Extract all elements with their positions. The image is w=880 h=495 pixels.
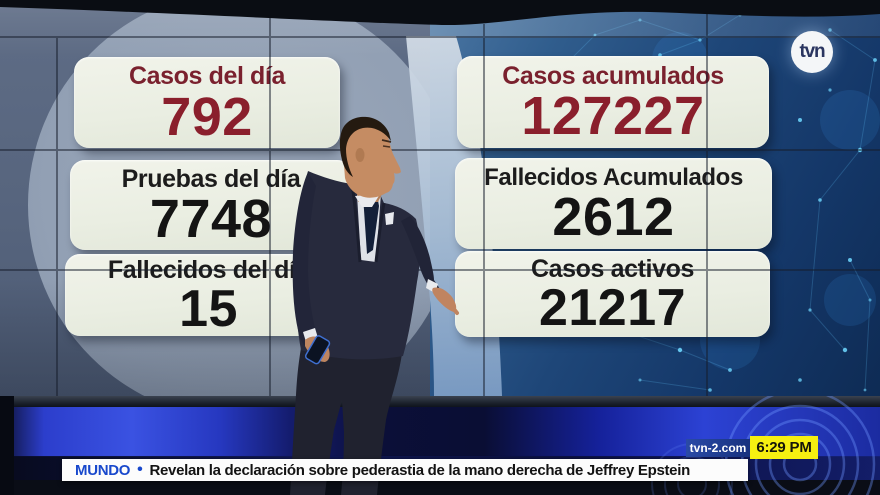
stat-panel-active-cases: Casos activos 21217 xyxy=(455,251,770,337)
presenter-left-arm xyxy=(292,172,320,350)
tvn-logo-text: tvn xyxy=(799,41,826,62)
video-wall-seams xyxy=(0,8,880,398)
presenter-face xyxy=(340,120,401,198)
stat-value: 7748 xyxy=(149,189,273,250)
stat-value: 792 xyxy=(161,86,253,147)
presenter-legs xyxy=(290,348,402,495)
stat-value: 2612 xyxy=(552,187,675,248)
stat-label: Fallecidos Acumulados xyxy=(484,163,743,191)
stat-panel-daily-cases: Casos del día 792 xyxy=(74,57,340,148)
ticker-headline: Revelan la declaración sobre pederastia … xyxy=(149,461,690,479)
time-text: 6:29 PM xyxy=(756,439,812,456)
presenter-hair xyxy=(339,116,391,177)
stat-label: Casos activos xyxy=(531,254,694,283)
ticker-category: MUNDO xyxy=(75,461,131,479)
floor-left-shadow xyxy=(0,396,14,495)
stat-panel-total-cases: Casos acumulados 127227 xyxy=(457,56,769,148)
website-text: tvn-2.com xyxy=(689,441,747,455)
studio-top-edge xyxy=(0,0,880,26)
stat-value: 21217 xyxy=(538,279,687,338)
ticker-bullet-icon: • xyxy=(137,461,143,478)
presenter-pocket-square xyxy=(385,212,394,225)
wall-bottom-edge xyxy=(0,396,880,408)
website-badge: tvn-2.com xyxy=(686,439,750,457)
presenter-tie xyxy=(363,195,379,254)
tvn-logo: tvn xyxy=(791,31,833,73)
stat-panel-total-deaths: Fallecidos Acumulados 2612 xyxy=(455,158,772,249)
stat-value: 15 xyxy=(179,280,238,339)
time-badge: 6:29 PM xyxy=(750,436,818,459)
stat-label: Casos acumulados xyxy=(502,61,724,90)
presenter-right-arm xyxy=(401,216,440,295)
phone xyxy=(304,335,331,365)
presenter-ear xyxy=(355,148,365,162)
news-ticker: MUNDO • Revelan la declaración sobre ped… xyxy=(62,459,748,481)
stat-label: Casos del día xyxy=(129,62,285,91)
stat-value: 127227 xyxy=(521,86,705,147)
